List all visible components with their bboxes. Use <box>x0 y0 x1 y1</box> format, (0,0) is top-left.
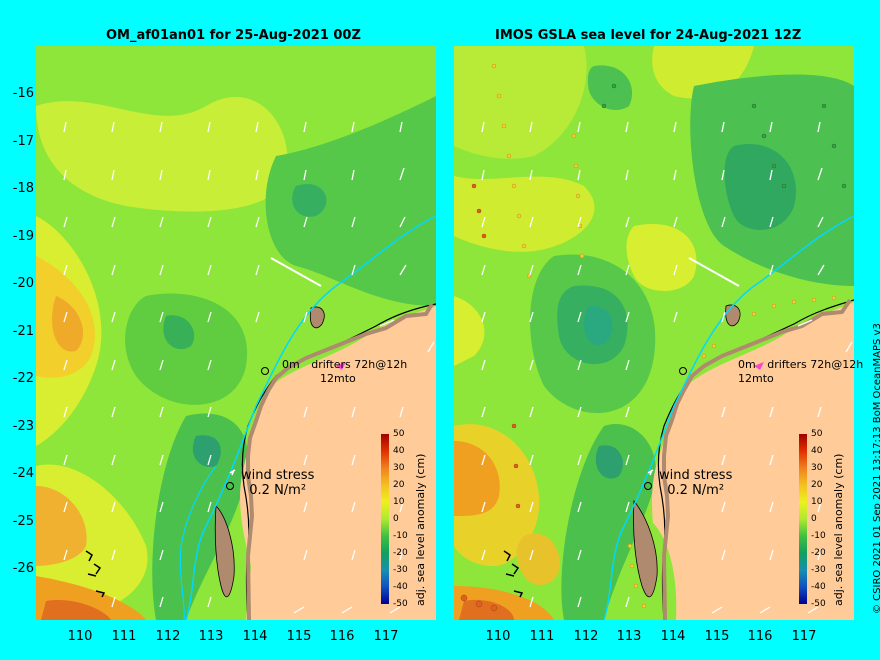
colorbar-tick: -40 <box>393 582 408 592</box>
x-tick: 111 <box>529 629 555 644</box>
x-tick: 110 <box>67 629 93 644</box>
colorbar-tick: -30 <box>393 565 408 575</box>
left-map-panel <box>36 46 436 620</box>
colorbar-title-left: adj. sea level anomaly (cm) <box>414 453 427 606</box>
wind-stress-label-left: wind stress 0.2 N/m² <box>241 468 314 498</box>
wind-stress-label-right: wind stress 0.2 N/m² <box>659 468 732 498</box>
colorbar-tick: 20 <box>393 480 405 490</box>
colorbar-tick: 50 <box>811 429 823 439</box>
wind-stress-text: wind stress <box>241 468 315 483</box>
drifters-depth-0m: 0m <box>282 358 300 371</box>
colorbar-tick: -40 <box>811 582 826 592</box>
x-tick: 112 <box>155 629 181 644</box>
drifters-depth-12m: 12m <box>320 372 345 385</box>
y-tick: -21 <box>12 324 34 339</box>
colorbar-tick: -20 <box>393 548 408 558</box>
drifters-depth-12m-left: 12mto <box>320 372 356 385</box>
colorbar-tick: -20 <box>811 548 826 558</box>
x-tick: 114 <box>242 629 268 644</box>
drifters-depth-0m: 0m <box>738 358 756 371</box>
wind-stress-text: wind stress <box>659 468 733 483</box>
x-tick: 115 <box>704 629 730 644</box>
x-tick: 110 <box>485 629 511 644</box>
drifters-depth-12m: 12m <box>738 372 763 385</box>
colorbar-tick: 10 <box>811 497 823 507</box>
y-tick: -26 <box>12 561 34 576</box>
colorbar-tick: 30 <box>393 463 405 473</box>
y-tick: -23 <box>12 419 34 434</box>
credit-text: © CSIRO 2021 01 Sep 2021 13:17:13 BoM Oc… <box>872 323 880 614</box>
colorbar-tick: 50 <box>393 429 405 439</box>
colorbar-tick: -50 <box>811 599 826 609</box>
y-tick: -22 <box>12 371 34 386</box>
y-tick: -17 <box>12 134 34 149</box>
right-map-field <box>454 46 854 620</box>
colorbar-tick: 0 <box>393 514 399 524</box>
drifters-legend-right: 0m drifters 72h@12h <box>738 358 863 371</box>
colorbar-left <box>381 434 389 604</box>
colorbar-tick: 30 <box>811 463 823 473</box>
colorbar-tick: 20 <box>811 480 823 490</box>
colorbar-tick: -30 <box>811 565 826 575</box>
colorbar-title-right: adj. sea level anomaly (cm) <box>832 453 845 606</box>
colorbar-tick: 10 <box>393 497 405 507</box>
x-tick: 117 <box>791 629 817 644</box>
drifters-legend-left: 0m drifters 72h@12h <box>282 358 407 371</box>
drifters-to: to <box>762 372 774 385</box>
x-tick: 113 <box>198 629 224 644</box>
y-tick: -18 <box>12 181 34 196</box>
colorbar-tick: 40 <box>393 446 405 456</box>
x-tick: 114 <box>660 629 686 644</box>
wind-stress-value: 0.2 N/m² <box>249 483 307 498</box>
y-tick: -24 <box>12 466 34 481</box>
colorbar-tick: 0 <box>811 514 817 524</box>
colorbar-tick: 40 <box>811 446 823 456</box>
x-tick: 116 <box>329 629 355 644</box>
y-tick: -20 <box>12 276 34 291</box>
right-map-panel <box>454 46 854 620</box>
x-tick: 111 <box>111 629 137 644</box>
x-tick: 112 <box>573 629 599 644</box>
drifters-to: to <box>344 372 356 385</box>
drifters-text: drifters 72h@12h <box>767 358 864 371</box>
colorbar-tick: -10 <box>811 531 826 541</box>
x-tick: 117 <box>373 629 399 644</box>
drifters-text: drifters 72h@12h <box>311 358 408 371</box>
y-tick: -25 <box>12 514 34 529</box>
y-tick: -19 <box>12 229 34 244</box>
x-tick: 116 <box>747 629 773 644</box>
right-panel-title: IMOS GSLA sea level for 24-Aug-2021 12Z <box>495 28 802 43</box>
left-map-field <box>36 46 436 620</box>
drifters-depth-12m-right: 12mto <box>738 372 774 385</box>
colorbar-tick: -10 <box>393 531 408 541</box>
left-panel-title: OM_af01an01 for 25-Aug-2021 00Z <box>106 28 361 43</box>
y-tick: -16 <box>12 86 34 101</box>
wind-stress-value: 0.2 N/m² <box>667 483 725 498</box>
colorbar-right <box>799 434 807 604</box>
x-tick: 115 <box>286 629 312 644</box>
colorbar-tick: -50 <box>393 599 408 609</box>
x-tick: 113 <box>616 629 642 644</box>
